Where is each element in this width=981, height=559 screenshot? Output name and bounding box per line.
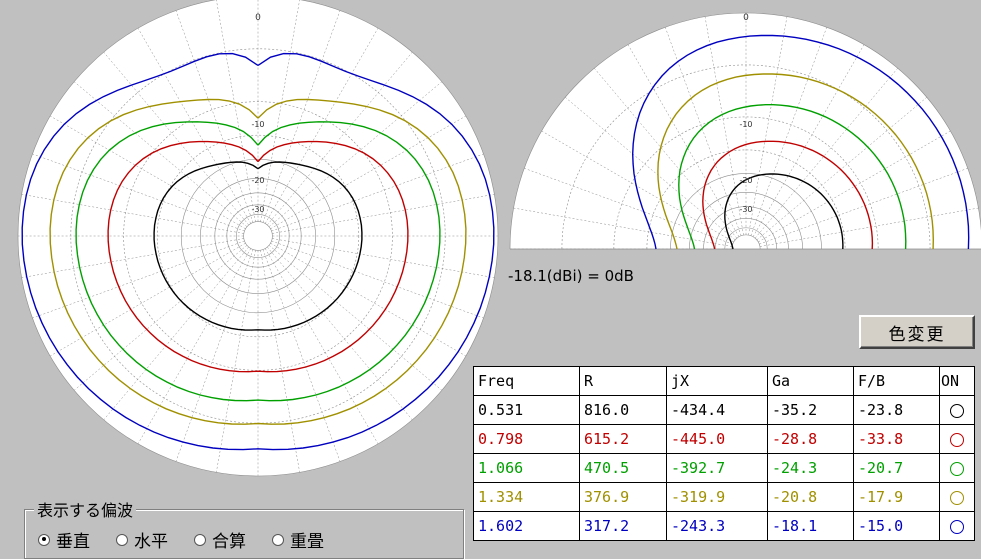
- on-toggle-icon[interactable]: [950, 404, 964, 418]
- cell-r: 816.0: [580, 396, 667, 425]
- table-row: 0.798 615.2 -445.0 -28.8 -33.8: [474, 425, 975, 454]
- impedance-table: Freq R jX Ga F/B ON 0.531 816.0 -434.4 -35.…: [473, 366, 975, 541]
- cell-freq: 0.798: [474, 425, 580, 454]
- horizontal-pattern-half-polar: 0 -10 -20 -30: [510, 13, 981, 249]
- cell-jx: -445.0: [667, 425, 768, 454]
- on-toggle-icon[interactable]: [950, 520, 964, 534]
- cell-on[interactable]: [940, 396, 975, 425]
- polarization-option[interactable]: 垂直: [38, 527, 90, 552]
- cell-freq: 1.602: [474, 512, 580, 541]
- top-mark-label: 0: [255, 13, 261, 23]
- table-header-row: Freq R jX Ga F/B ON: [474, 367, 975, 396]
- cell-jx: -319.9: [667, 483, 768, 512]
- cell-ga: -18.1: [768, 512, 854, 541]
- radio-icon[interactable]: [38, 534, 50, 546]
- table-row: 1.602 317.2 -243.3 -18.1 -15.0: [474, 512, 975, 541]
- on-toggle-icon[interactable]: [950, 462, 964, 476]
- cell-jx: -392.7: [667, 454, 768, 483]
- change-color-button[interactable]: 色変更: [859, 315, 975, 349]
- cell-ga: -24.3: [768, 454, 854, 483]
- header-on: ON: [940, 367, 975, 396]
- cell-fb: -23.8: [854, 396, 940, 425]
- polarization-option[interactable]: 重畳: [272, 527, 324, 552]
- ring-30-label: -30: [251, 205, 264, 214]
- header-r: R: [580, 367, 667, 396]
- cell-r: 376.9: [580, 483, 667, 512]
- polarization-group: 表示する偏波 垂直 水平 合算 重畳: [24, 497, 464, 555]
- polarization-option-label: 合算: [212, 527, 246, 552]
- polarization-option-label: 水平: [134, 527, 168, 552]
- cell-r: 615.2: [580, 425, 667, 454]
- ring-10-label: -10: [251, 120, 264, 129]
- ring-10-label: -10: [739, 120, 752, 129]
- polarization-option-label: 垂直: [56, 527, 90, 552]
- table-row: 0.531 816.0 -434.4 -35.2 -23.8: [474, 396, 975, 425]
- header-fb: F/B: [854, 367, 940, 396]
- header-ga: Ga: [768, 367, 854, 396]
- cell-on[interactable]: [940, 512, 975, 541]
- top-mark-label: 0: [743, 13, 749, 23]
- cell-fb: -33.8: [854, 425, 940, 454]
- header-freq: Freq: [474, 367, 580, 396]
- cell-jx: -243.3: [667, 512, 768, 541]
- table-row: 1.066 470.5 -392.7 -24.3 -20.7: [474, 454, 975, 483]
- cell-fb: -17.9: [854, 483, 940, 512]
- cell-ga: -28.8: [768, 425, 854, 454]
- cell-freq: 1.334: [474, 483, 580, 512]
- cell-jx: -434.4: [667, 396, 768, 425]
- polarization-legend: 表示する偏波: [34, 497, 136, 521]
- vertical-pattern-full-polar: 0 -10 -20 -30: [18, 0, 498, 476]
- cell-fb: -15.0: [854, 512, 940, 541]
- cell-on[interactable]: [940, 483, 975, 512]
- cell-fb: -20.7: [854, 454, 940, 483]
- cell-freq: 0.531: [474, 396, 580, 425]
- ring-20-label: -20: [739, 176, 752, 185]
- cell-ga: -35.2: [768, 396, 854, 425]
- on-toggle-icon[interactable]: [950, 433, 964, 447]
- polarization-option[interactable]: 水平: [116, 527, 168, 552]
- table-row: 1.334 376.9 -319.9 -20.8 -17.9: [474, 483, 975, 512]
- cell-freq: 1.066: [474, 454, 580, 483]
- radio-icon[interactable]: [272, 534, 284, 546]
- cell-ga: -20.8: [768, 483, 854, 512]
- ring-30-label: -30: [739, 205, 752, 214]
- cell-on[interactable]: [940, 454, 975, 483]
- polarization-options: 垂直 水平 合算 重畳: [38, 527, 324, 552]
- polarization-option-label: 重畳: [290, 527, 324, 552]
- radio-icon[interactable]: [194, 534, 206, 546]
- cell-on[interactable]: [940, 425, 975, 454]
- db-reference-label: -18.1(dBi) = 0dB: [508, 267, 634, 285]
- cell-r: 317.2: [580, 512, 667, 541]
- radio-icon[interactable]: [116, 534, 128, 546]
- polarization-option[interactable]: 合算: [194, 527, 246, 552]
- on-toggle-icon[interactable]: [950, 491, 964, 505]
- header-jx: jX: [667, 367, 768, 396]
- ring-20-label: -20: [251, 176, 264, 185]
- cell-r: 470.5: [580, 454, 667, 483]
